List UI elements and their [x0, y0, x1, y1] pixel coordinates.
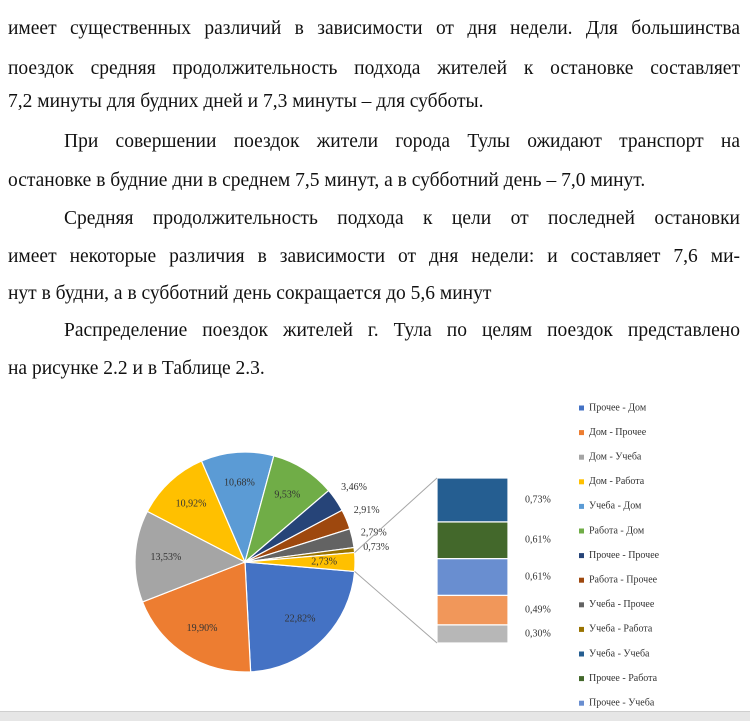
legend-label: Работа - Прочее — [589, 574, 658, 585]
legend-swatch — [579, 602, 584, 608]
data-label: 0,73% — [363, 542, 389, 553]
legend-swatch — [579, 676, 584, 682]
text-line: Средняя продолжительность подхода к цели… — [64, 208, 740, 229]
legend-label: Прочее - Работа — [589, 673, 658, 684]
data-label: 3,46% — [341, 482, 367, 493]
data-label: 2,73% — [311, 556, 337, 567]
data-label: 0,61% — [525, 571, 551, 582]
legend-swatch — [579, 626, 584, 632]
data-label: 2,79% — [361, 528, 387, 539]
text-line: имеет некоторые различия в зависимости о… — [8, 246, 740, 267]
data-label: 9,53% — [274, 489, 300, 500]
legend-label: Прочее - Дом — [589, 402, 647, 413]
connector — [354, 477, 438, 553]
legend-label: Дом - Работа — [589, 476, 645, 487]
legend-swatch — [579, 503, 584, 509]
data-label: 13,53% — [150, 552, 181, 563]
text-line: нут в будни, а в субботний день сокращае… — [8, 283, 492, 304]
text-line: Распределение поездок жителей г. Тула по… — [64, 320, 740, 341]
text-line: остановке в будние дни в среднем 7,5 мин… — [8, 170, 646, 191]
legend-label: Прочее - Прочее — [589, 550, 660, 561]
pie-slice — [141, 561, 252, 673]
page-edge — [0, 711, 750, 721]
legend-swatch — [579, 430, 584, 436]
bar-segment — [436, 477, 509, 523]
legend-swatch — [579, 577, 584, 583]
legend-label: Учеба - Учеба — [589, 648, 650, 659]
text-line: При совершении поездок жители города Тул… — [64, 131, 740, 152]
data-label: 0,73% — [525, 494, 551, 505]
legend-swatch — [579, 528, 584, 534]
legend-label: Дом - Учеба — [589, 451, 642, 462]
legend-label: Учеба - Прочее — [589, 599, 655, 610]
bar-segment — [436, 594, 509, 626]
legend-label: Учеба - Работа — [589, 624, 653, 635]
legend-label: Работа - Дом — [589, 525, 645, 536]
data-label: 22,82% — [285, 613, 316, 624]
legend-swatch — [579, 479, 584, 485]
bar-segment — [436, 624, 509, 644]
legend-label: Прочее - Учеба — [589, 697, 655, 708]
legend-swatch — [579, 651, 584, 657]
pie-slice — [146, 460, 247, 564]
legend-label: Учеба - Дом — [589, 501, 642, 512]
text-line: имеет существенных различий в зависимост… — [8, 18, 740, 39]
data-label: 19,90% — [187, 623, 218, 634]
legend-swatch — [579, 405, 584, 411]
legend-swatch — [579, 553, 584, 559]
legend-swatch — [579, 454, 584, 460]
data-label: 10,92% — [176, 498, 207, 509]
data-label: 10,68% — [224, 477, 255, 488]
pie-slice — [244, 551, 356, 573]
pie-slice — [200, 451, 275, 564]
text-line: на рисунке 2.2 и в Таблице 2.3. — [8, 358, 265, 379]
bar-segment — [436, 558, 509, 597]
data-label: 0,61% — [525, 535, 551, 546]
data-label: 0,30% — [525, 628, 551, 639]
text-line: 7,2 минуты для будних дней и 7,3 минуты … — [8, 91, 484, 112]
data-label: 2,91% — [354, 505, 380, 516]
pie-slice — [244, 561, 356, 673]
connector — [354, 571, 438, 644]
legend-swatch — [579, 700, 584, 706]
pie-slice — [134, 510, 247, 603]
legend-label: Дом - Прочее — [589, 427, 647, 438]
data-label: 0,49% — [525, 604, 551, 615]
text-line: поездок средняя продолжительность подход… — [8, 58, 740, 79]
bar-segment — [436, 521, 509, 560]
